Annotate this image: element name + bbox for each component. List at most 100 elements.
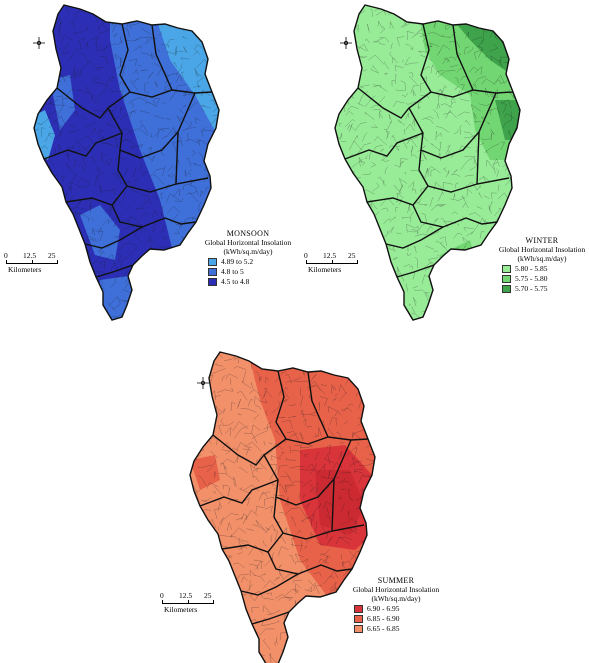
boundary-line (34, 277, 40, 286)
district-boundaries (334, 4, 521, 321)
boundary-line (406, 12, 412, 16)
boundary-line (49, 52, 54, 62)
boundary-line (348, 140, 363, 151)
boundary-line (362, 171, 371, 175)
boundary-line (296, 634, 305, 642)
boundary-line (277, 597, 291, 601)
boundary-line (342, 532, 347, 536)
boundary-line (448, 56, 457, 61)
boundary-line (248, 545, 264, 555)
boundary-line (137, 65, 141, 67)
boundary-line (425, 166, 441, 175)
boundary-line (352, 431, 361, 439)
boundary-line (344, 657, 351, 659)
boundary-line (147, 71, 154, 80)
boundary-line (190, 626, 204, 635)
boundary-line (139, 291, 145, 302)
boundary-line (354, 469, 364, 474)
boundary-line (363, 68, 368, 72)
boundary-line (285, 588, 299, 596)
boundary-line (434, 307, 440, 312)
boundary-line (215, 562, 222, 573)
boundary-line (430, 169, 436, 177)
boundary-line (294, 553, 304, 561)
boundary-line (364, 112, 375, 120)
boundary-line (315, 584, 323, 594)
legend-label: 4.8 to 5 (221, 267, 244, 276)
boundary-line (313, 487, 318, 496)
boundary-line (365, 406, 367, 415)
boundary-line (373, 505, 375, 513)
legend-season: SUMMER (377, 576, 415, 585)
boundary-line (311, 624, 317, 631)
boundary-line (191, 217, 198, 220)
boundary-line (452, 7, 457, 16)
boundary-line (47, 110, 60, 118)
boundary-line (148, 284, 160, 291)
boundary-line (228, 149, 233, 155)
boundary-line (458, 255, 463, 260)
boundary-line (117, 39, 123, 46)
boundary-line (341, 355, 348, 365)
boundary-line (515, 5, 518, 15)
boundary-line (335, 240, 345, 246)
boundary-line (229, 85, 233, 94)
boundary-line (335, 215, 338, 223)
boundary-line (69, 129, 79, 133)
boundary-line (118, 243, 134, 251)
boundary-line (224, 202, 229, 203)
boundary-line (395, 198, 403, 205)
boundary-line (306, 539, 310, 544)
legend-label: 4.5 to 4.8 (221, 277, 250, 286)
boundary-line (133, 45, 142, 51)
boundary-line (188, 102, 198, 111)
boundary-line (436, 102, 441, 110)
boundary-line (58, 143, 63, 152)
boundary-line (197, 543, 207, 553)
boundary-line (273, 483, 287, 494)
boundary-line (212, 107, 219, 112)
boundary-line (162, 302, 172, 311)
boundary-line (401, 322, 406, 327)
boundary-line (162, 5, 172, 9)
boundary-line (253, 459, 267, 470)
boundary-line (404, 6, 417, 11)
boundary-line (218, 503, 221, 512)
boundary-line (190, 498, 195, 505)
boundary-line (305, 516, 313, 528)
boundary-line (320, 607, 326, 616)
boundary-line (31, 94, 32, 104)
boundary-line (351, 282, 365, 292)
boundary-line (101, 218, 110, 226)
boundary-line (362, 132, 368, 142)
boundary-line (190, 434, 193, 442)
boundary-line (45, 78, 48, 82)
boundary-line (220, 462, 225, 470)
boundary-line (363, 353, 375, 356)
boundary-line (244, 655, 253, 663)
boundary-line (518, 108, 520, 118)
boundary-line (389, 216, 396, 223)
boundary-line (272, 497, 275, 501)
boundary-line (308, 618, 314, 622)
boundary-line (435, 69, 444, 75)
boundary-line (203, 430, 212, 436)
boundary-line (365, 303, 373, 313)
boundary-line (508, 65, 516, 69)
boundary-line (182, 94, 194, 96)
boundary-line (380, 315, 385, 319)
boundary-line (283, 527, 287, 535)
boundary-line (516, 227, 520, 234)
boundary-line (154, 195, 158, 199)
boundary-line (161, 225, 167, 234)
boundary-line (501, 102, 507, 113)
boundary-line (152, 7, 161, 18)
legend-swatch (502, 284, 511, 293)
boundary-line (158, 205, 164, 214)
boundary-line (63, 231, 69, 236)
boundary-line (35, 233, 41, 237)
boundary-line (131, 97, 149, 104)
boundary-line (214, 362, 224, 367)
boundary-line (108, 77, 113, 82)
boundary-line (189, 236, 195, 240)
